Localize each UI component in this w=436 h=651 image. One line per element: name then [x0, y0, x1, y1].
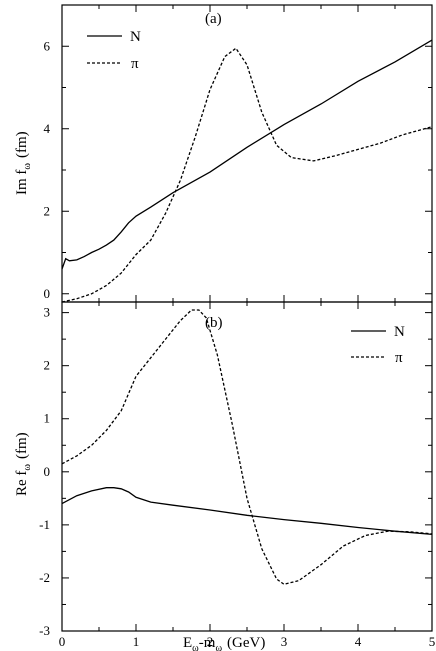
panel-a-frame [61, 4, 433, 303]
panel-a: 0 2 4 6 (a) N π Im fω(fm) [14, 4, 433, 303]
panel-b-x-ticks: 0 1 2 3 4 5 [59, 302, 436, 649]
panel-a-y-ticks: 0 2 4 6 [44, 4, 432, 301]
panel-b-xtick-label-0: 0 [59, 634, 66, 649]
panel-a-ytick-label-3: 6 [44, 38, 51, 53]
legend-a-pi-label: π [131, 56, 139, 72]
panel-b-xtick-label-2: 2 [207, 634, 214, 649]
panel-b-frame [61, 301, 433, 632]
panel-a-label: (a) [205, 11, 222, 27]
panel-a-curves [61, 39, 433, 303]
panel-b-ytick-label-2: -1 [39, 517, 50, 532]
panel-b-label: (b) [205, 315, 223, 331]
panel-b-ytick-label-5: 2 [44, 358, 51, 373]
panel-b-series-pi-line [61, 309, 433, 586]
panel-b-series-n-line [61, 487, 433, 536]
panel-a-legend: N π [87, 29, 141, 72]
legend-a-n-label: N [130, 29, 141, 45]
panel-b-ytick-label-3: 0 [44, 464, 51, 479]
panel-b-ytick-label-4: 1 [44, 411, 51, 426]
panel-b-y-ticks: -3 -2 -1 0 1 2 3 [39, 305, 432, 638]
panel-a-ylabel: Im fω(fm) [14, 131, 33, 195]
panel-a-series-n-line [61, 39, 433, 270]
legend-b-n-label: N [394, 324, 405, 340]
panel-a-ytick-label-1: 2 [44, 203, 51, 218]
panel-b-ytick-label-6: 3 [44, 305, 51, 320]
panel-b-xtick-label-5: 5 [429, 634, 436, 649]
panel-b-ytick-label-1: -2 [39, 570, 50, 585]
panel-b-xtick-label-3: 3 [281, 634, 288, 649]
panel-a-ytick-label-0: 0 [44, 286, 51, 301]
panel-b-xtick-label-4: 4 [355, 634, 362, 649]
panel-b-ylabel: Re fω(fm) [14, 432, 33, 496]
panel-b-legend: N π [351, 324, 405, 366]
panel-a-x-ticks [61, 5, 433, 302]
panel-b-curves [61, 309, 433, 586]
panel-b-xlabel: Eω-mω (GeV) [183, 635, 265, 651]
legend-b-pi-label: π [395, 350, 403, 366]
panel-a-series-pi-line [61, 47, 433, 303]
panel-b-ytick-label-0: -3 [39, 623, 50, 638]
panel-a-ytick-label-2: 4 [44, 121, 51, 136]
panel-b: -3 -2 -1 0 1 2 3 0 1 2 3 4 5 (b) N π Re fω(fm) Eω-m… [14, 301, 436, 651]
panel-b-xtick-label-1: 1 [133, 634, 140, 649]
